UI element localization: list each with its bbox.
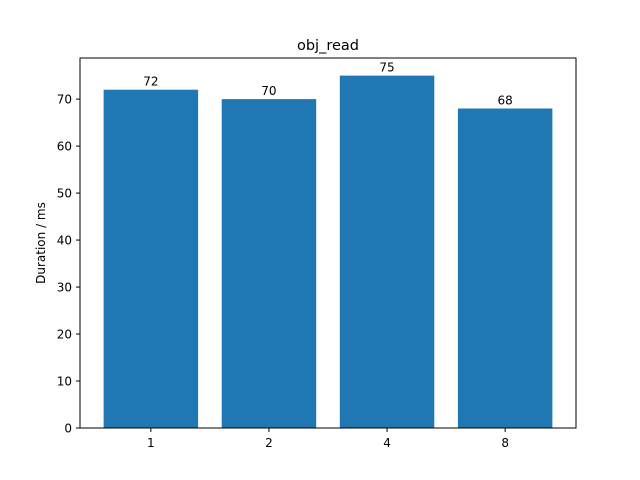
y-tick-label-70: 70 (57, 93, 72, 107)
y-axis-label: Duration / ms (34, 202, 48, 284)
data-label-1: 72 (143, 75, 158, 89)
x-axis-ticks: 1 2 4 8 (147, 428, 509, 450)
bar-1 (103, 89, 199, 428)
data-label-8: 68 (498, 94, 513, 108)
bars-group (103, 75, 553, 428)
data-labels-group: 72 70 75 68 (143, 61, 513, 108)
y-tick-label-50: 50 (57, 187, 72, 201)
x-tick-label-4: 4 (383, 436, 391, 450)
x-tick-label-2: 2 (265, 436, 273, 450)
y-tick-label-60: 60 (57, 140, 72, 154)
bar-2 (221, 99, 317, 428)
x-tick-label-1: 1 (147, 436, 155, 450)
plot-frame (79, 57, 577, 429)
data-label-2: 70 (261, 84, 276, 98)
y-tick-label-10: 10 (57, 375, 72, 389)
data-label-4: 75 (379, 61, 394, 75)
y-tick-label-20: 20 (57, 328, 72, 342)
bar-8 (457, 108, 553, 428)
chart-title: obj_read (297, 38, 359, 54)
x-tick-label-8: 8 (501, 436, 509, 450)
y-tick-label-0: 0 (64, 422, 72, 436)
y-tick-label-40: 40 (57, 234, 72, 248)
y-tick-label-30: 30 (57, 281, 72, 295)
bar-4 (339, 75, 435, 428)
y-axis-ticks: 0 10 20 30 40 50 60 70 (57, 93, 80, 436)
